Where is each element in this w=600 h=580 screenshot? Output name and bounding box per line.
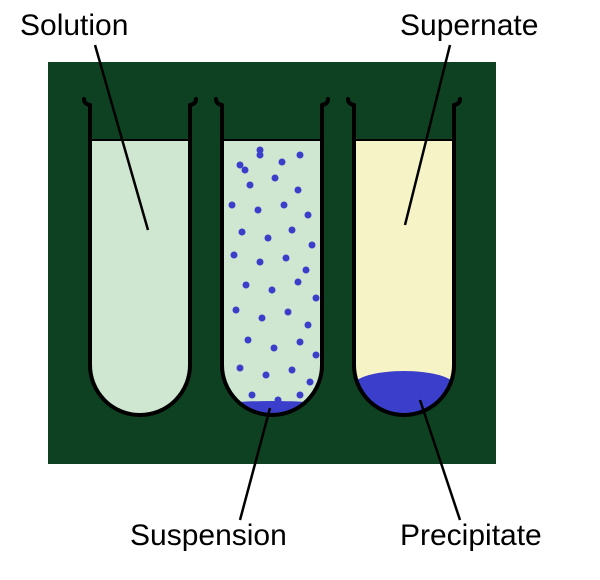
- supernate-label: Supernate: [400, 9, 538, 42]
- precipitate-label: Precipitate: [400, 519, 542, 552]
- tube-solution: [84, 99, 196, 415]
- tube-supernate: [348, 99, 460, 415]
- suspension-label: Suspension: [130, 519, 287, 552]
- tube-suspension: [216, 99, 328, 415]
- solution-label: Solution: [20, 9, 128, 42]
